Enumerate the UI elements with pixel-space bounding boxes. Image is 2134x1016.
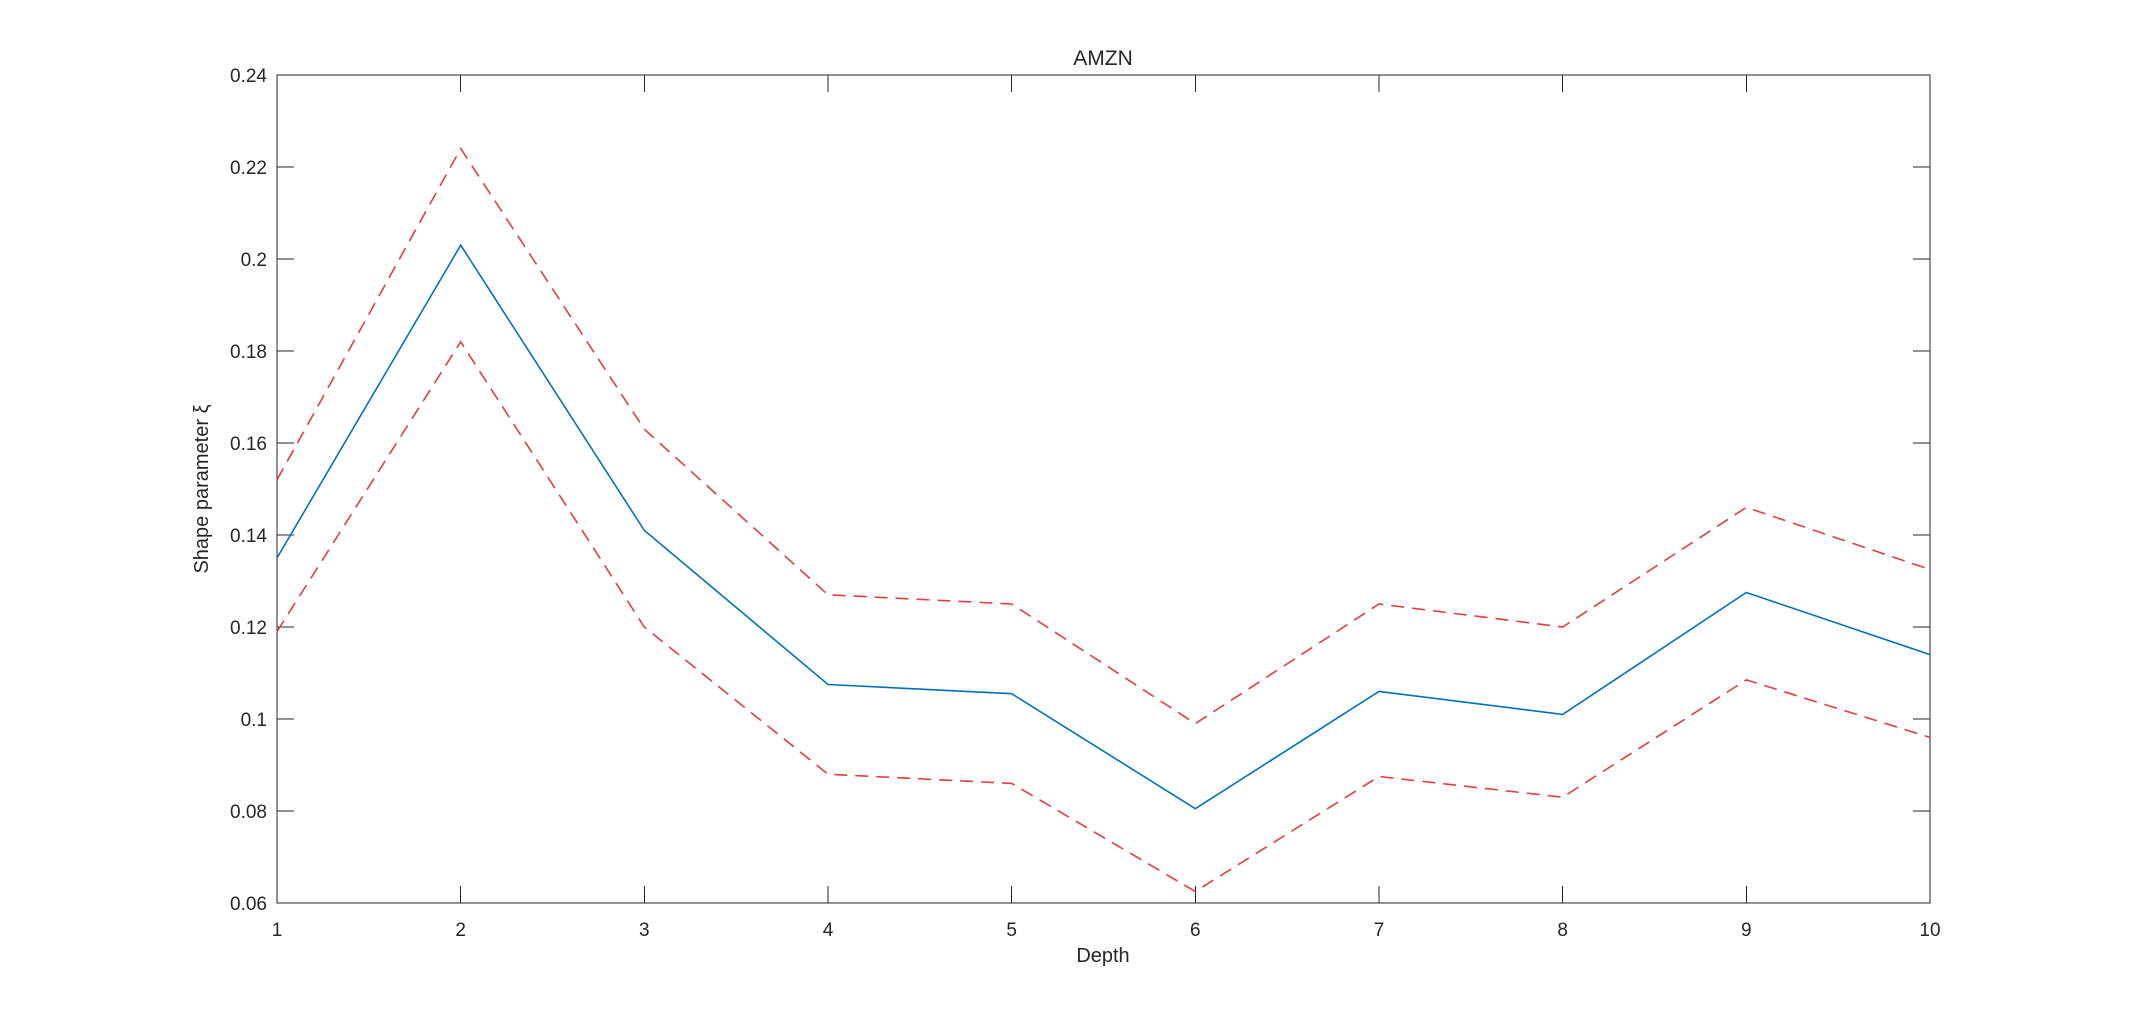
- x-tick-label: 3: [639, 920, 650, 941]
- x-tick-label: 8: [1557, 920, 1568, 941]
- x-tick-label: 5: [1006, 920, 1017, 941]
- y-axis-label: Shape parameter ξ: [191, 404, 213, 573]
- x-tick-label: 1: [272, 920, 283, 941]
- chart-title: AMZN: [1073, 47, 1133, 70]
- y-tick-label: 0.18: [230, 342, 267, 363]
- series-line-red-dashed-lower: [276, 340, 1931, 893]
- x-tick-label: 2: [455, 920, 466, 941]
- x-tick-label: 10: [1919, 920, 1940, 941]
- y-tick-label: 0.16: [230, 434, 267, 455]
- x-tick-label: 4: [823, 920, 834, 941]
- x-tick-label: 7: [1374, 920, 1385, 941]
- series-line-red-dashed-upper: [276, 147, 1931, 725]
- y-tick-label: 0.06: [230, 894, 267, 915]
- y-tick-label: 0.14: [230, 526, 267, 547]
- series-layer: [276, 147, 1931, 893]
- y-tick-label: 0.12: [230, 618, 267, 639]
- series-line-blue-solid: [276, 243, 1931, 810]
- y-tick-label: 0.22: [230, 158, 267, 179]
- x-tick-label: 9: [1741, 920, 1752, 941]
- plot-box: [276, 74, 1931, 904]
- y-tick-label: 0.08: [230, 802, 267, 823]
- axes-layer: 1 2 3 4 5 6 7 8 9 10 0.06 0.08 0.1 0.12 0.14 0.16 0.18 0.…: [230, 66, 1941, 941]
- x-tick-label: 6: [1190, 920, 1201, 941]
- y-tick-label: 0.2: [241, 250, 267, 271]
- x-axis-label: Depth: [1076, 945, 1129, 967]
- y-tick-label: 0.1: [241, 710, 267, 731]
- y-tick-label: 0.24: [230, 66, 267, 87]
